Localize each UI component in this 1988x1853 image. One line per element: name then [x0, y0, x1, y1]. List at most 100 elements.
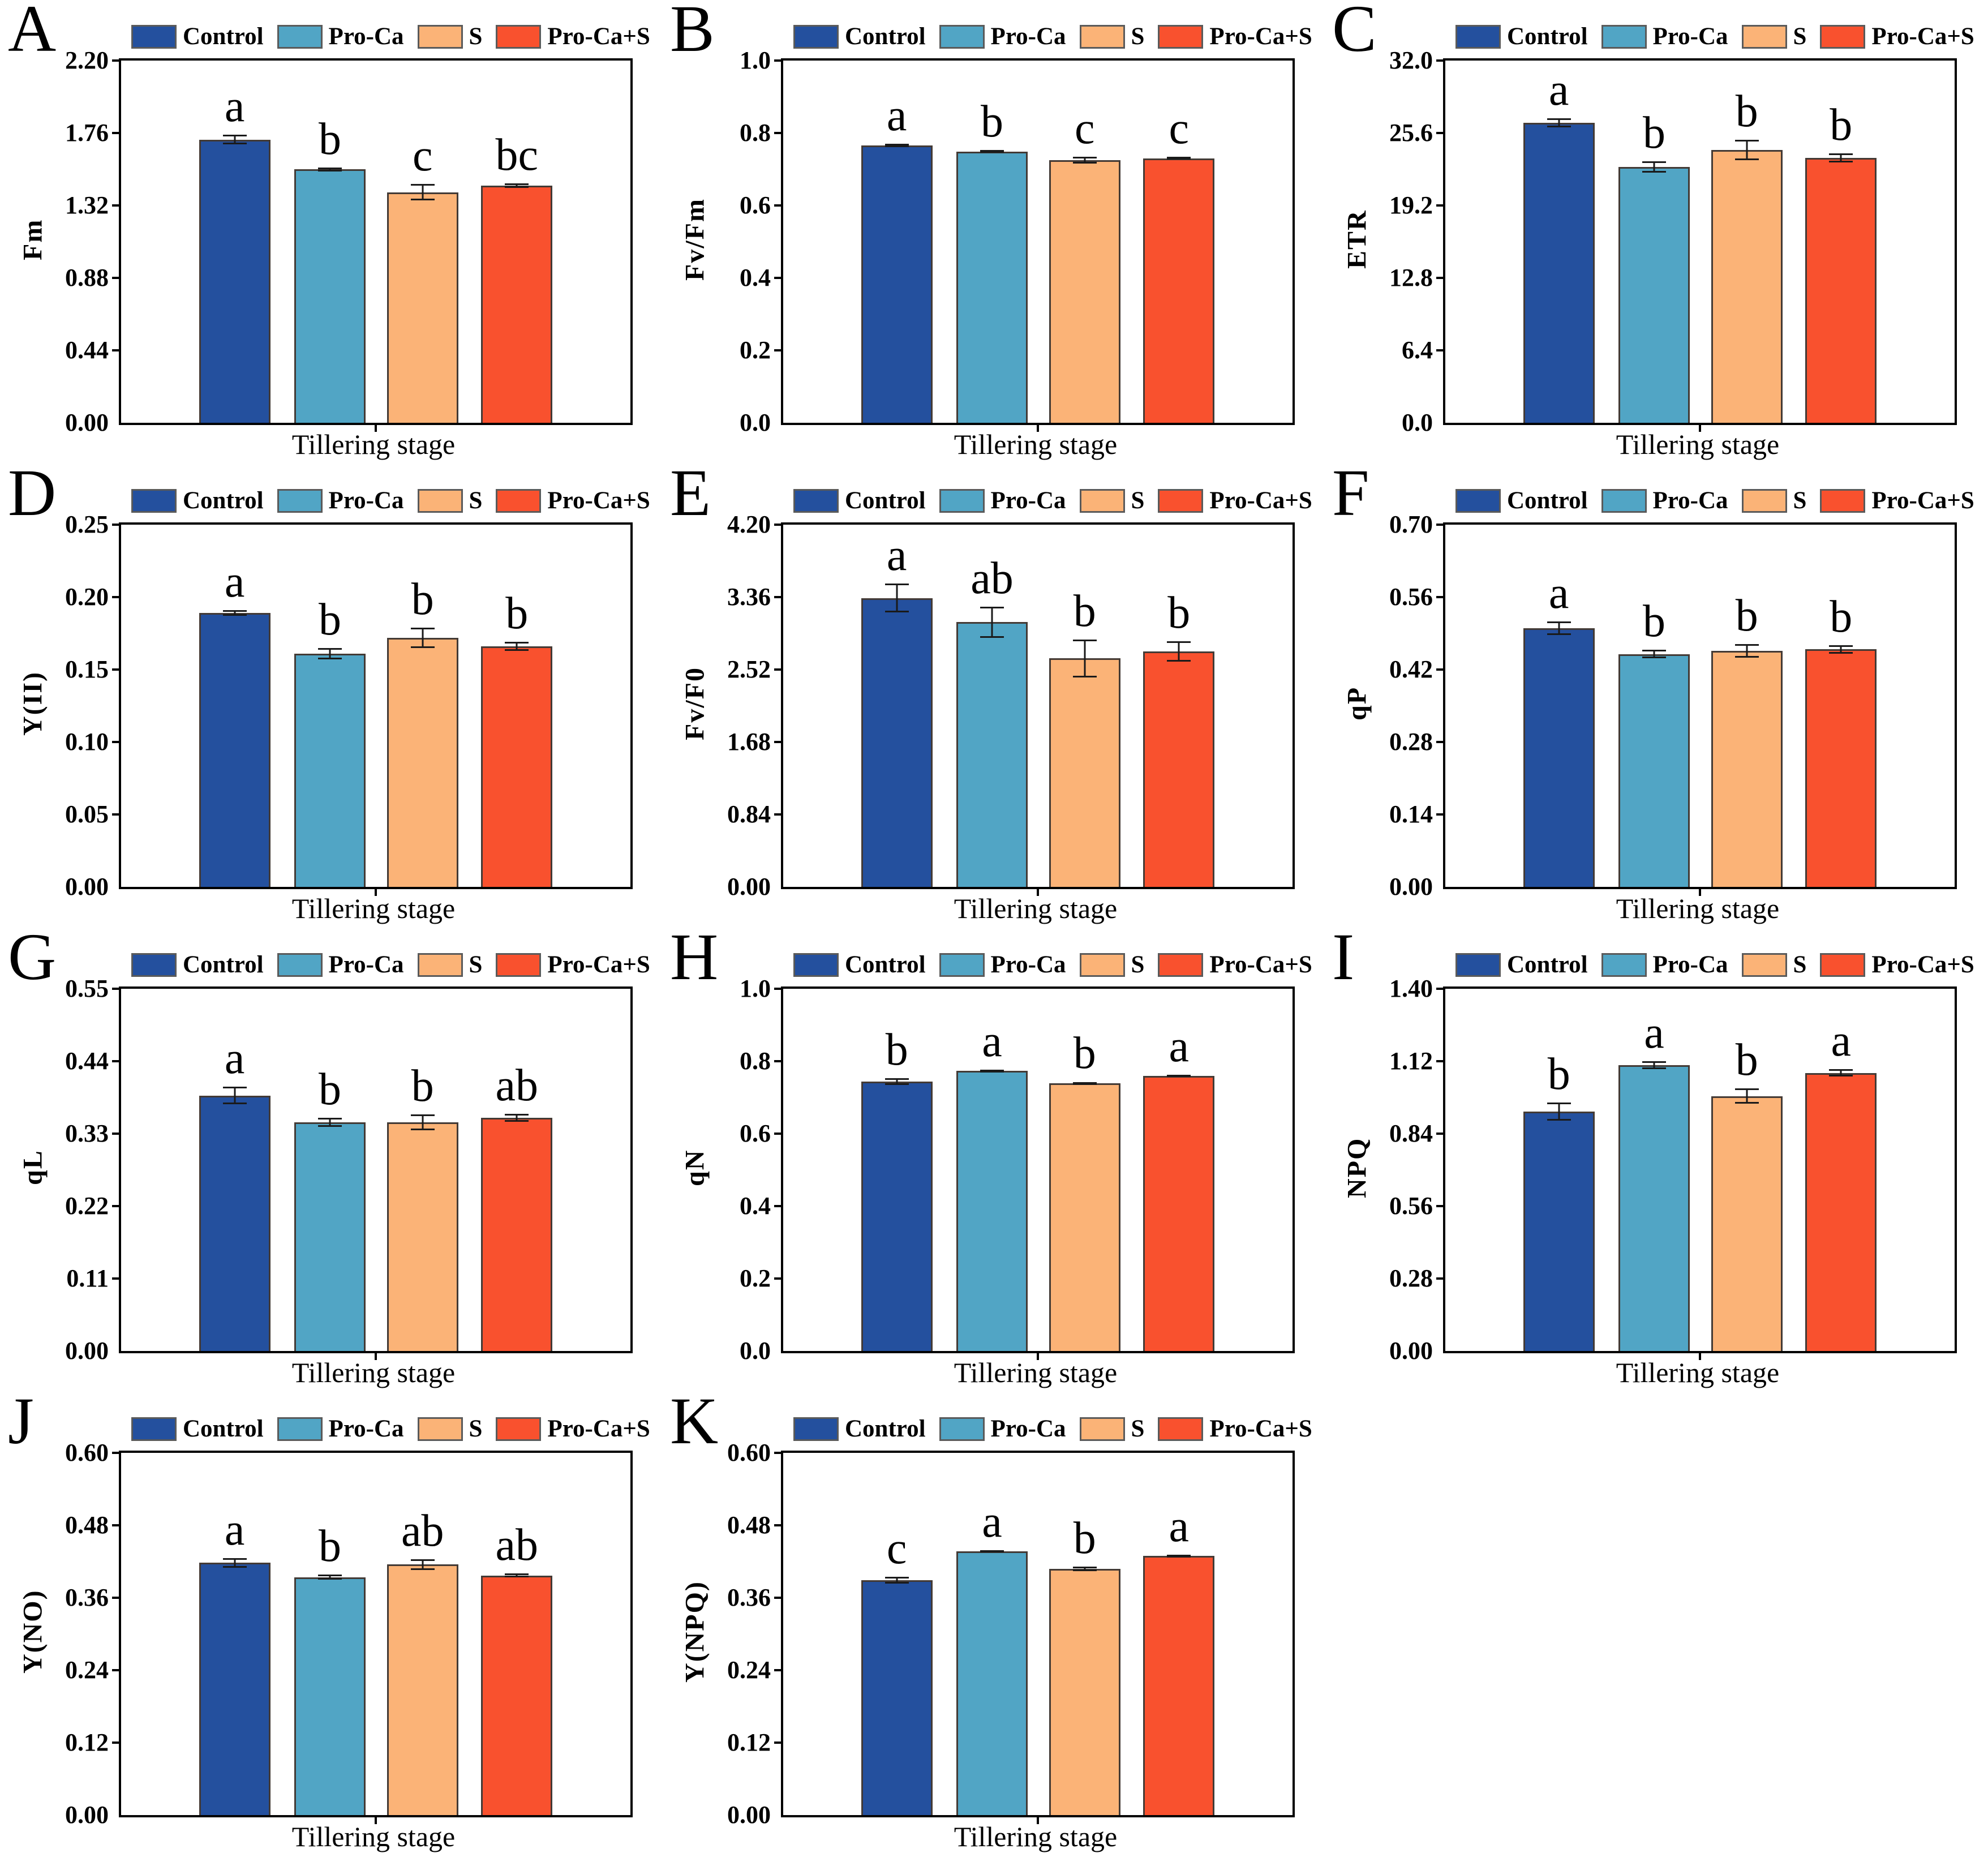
legend-swatch — [496, 488, 542, 513]
y-tick-mark — [1436, 741, 1445, 743]
y-tick-label: 0.60 — [727, 1439, 771, 1466]
legend-swatch — [793, 1417, 839, 1441]
y-tick-label: 0.33 — [65, 1119, 109, 1147]
error-bar-line — [1746, 644, 1748, 658]
y-tick-mark — [774, 813, 783, 816]
error-bar-line — [1653, 161, 1655, 173]
y-tick-mark — [774, 1742, 783, 1744]
error-bar — [1072, 157, 1097, 164]
y-tick-label: 0.70 — [1389, 511, 1433, 538]
error-bar-line — [234, 610, 236, 616]
legend-label: Pro-Ca — [990, 487, 1066, 514]
y-tick-label: 0.10 — [65, 728, 109, 756]
significance-letter: a — [224, 81, 245, 131]
x-axis-label: Tillering stage — [1616, 428, 1780, 460]
legend-label: S — [1131, 23, 1145, 50]
bar-control — [861, 145, 933, 423]
y-tick-label: 1.0 — [740, 46, 771, 74]
y-tick-mark — [112, 1742, 121, 1744]
y-tick-label: 0.00 — [727, 1801, 771, 1829]
legend-item: Control — [1455, 23, 1588, 50]
legend-label: Control — [845, 487, 926, 514]
y-tick-label: 0.0 — [740, 1337, 771, 1365]
legend-label: Pro-Ca+S — [1209, 487, 1312, 514]
error-bar-line — [516, 1114, 518, 1122]
legend-item: Pro-Ca — [939, 951, 1066, 979]
legend-item: S — [1079, 1415, 1145, 1443]
y-tick-mark — [1436, 1205, 1445, 1207]
y-tick-label: 0.05 — [65, 800, 109, 828]
y-axis-label: qN — [680, 1149, 710, 1186]
y-tick-label: 0.48 — [727, 1511, 771, 1539]
panel-letter: I — [1332, 920, 1355, 994]
y-tick-mark — [774, 741, 783, 743]
significance-letter: b — [411, 1061, 434, 1112]
significance-letter: c — [1075, 104, 1095, 154]
y-tick-mark — [112, 813, 121, 816]
y-tick-label: 0.56 — [1389, 1192, 1433, 1220]
plot-area: 0.0 6.4 12.8 19.2 25.6 32.0 a b b b — [1389, 48, 1957, 435]
legend-label: Pro-Ca — [990, 951, 1066, 978]
error-bar-line — [422, 627, 424, 648]
legend: Control Pro-Ca S Pro-Ca+S — [131, 951, 664, 979]
error-bar-line — [516, 183, 518, 188]
bar-pro-ca — [294, 1577, 366, 1815]
legend-label: Control — [845, 1416, 926, 1442]
y-tick-mark — [774, 132, 783, 134]
y-tick-label: 0.00 — [1389, 1337, 1433, 1365]
y-tick-mark — [112, 1452, 121, 1454]
legend-label: Pro-Ca+S — [547, 23, 650, 50]
legend-item: Pro-Ca+S — [1158, 487, 1312, 514]
bar-pro-ca-s — [481, 186, 553, 423]
significance-letter: b — [885, 1025, 908, 1075]
y-tick-label: 0.56 — [1389, 583, 1433, 611]
error-bar-line — [1653, 650, 1655, 658]
significance-letter: a — [1548, 65, 1569, 115]
y-tick-label: 2.20 — [65, 46, 109, 74]
error-bar-line — [516, 642, 518, 651]
y-tick-mark — [1436, 1277, 1445, 1280]
plot-area: 0.00 0.14 0.28 0.42 0.56 0.70 a b b b — [1389, 512, 1957, 899]
error-bar — [410, 627, 435, 648]
legend-item: Pro-Ca+S — [496, 23, 650, 50]
panel-letter: B — [670, 0, 715, 66]
legend-item: S — [417, 487, 483, 514]
legend-item: S — [417, 23, 483, 50]
bar-pro-ca — [294, 1122, 366, 1351]
legend-swatch — [1158, 24, 1204, 49]
legend-label: S — [1131, 1416, 1145, 1442]
legend: Control Pro-Ca S Pro-Ca+S — [793, 487, 1326, 514]
y-tick-label: 25.6 — [1389, 119, 1433, 147]
y-tick-label: 0.4 — [740, 1192, 771, 1220]
y-tick-label: 0.28 — [1389, 1264, 1433, 1292]
y-tick-label: 0.48 — [65, 1511, 109, 1539]
x-axis-label: Tillering stage — [291, 1821, 456, 1852]
legend-swatch — [1741, 24, 1787, 49]
legend-item: Control — [1455, 487, 1588, 514]
legend-swatch — [1158, 1417, 1204, 1441]
legend: Control Pro-Ca S Pro-Ca+S — [1455, 23, 1988, 50]
error-bar — [222, 1558, 247, 1568]
legend-swatch — [277, 488, 323, 513]
legend-swatch — [417, 24, 463, 49]
y-tick-label: 0.36 — [65, 1584, 109, 1611]
legend-label: S — [469, 487, 483, 514]
error-bar-line — [1084, 157, 1086, 164]
error-bar-line — [1746, 140, 1748, 160]
legend-label: S — [469, 23, 483, 50]
legend-swatch — [417, 1417, 463, 1441]
legend: Control Pro-Ca S Pro-Ca+S — [793, 1415, 1326, 1443]
bar-control — [199, 613, 270, 887]
y-tick-label: 0.12 — [65, 1728, 109, 1756]
bar-pro-ca-s — [1143, 1556, 1215, 1815]
significance-letter: b — [1830, 100, 1853, 150]
legend-label: Control — [1507, 23, 1588, 50]
legend-label: Pro-Ca — [1652, 23, 1728, 50]
panel-letter: J — [8, 1384, 34, 1458]
bar-pro-ca — [956, 1551, 1028, 1815]
error-bar — [1072, 1082, 1097, 1085]
legend-item: S — [1079, 487, 1144, 514]
error-bar — [1642, 161, 1666, 173]
error-bar-line — [234, 1558, 236, 1568]
plot-area: 0.00 0.84 1.68 2.52 3.36 4.20 a ab b b — [727, 512, 1295, 899]
